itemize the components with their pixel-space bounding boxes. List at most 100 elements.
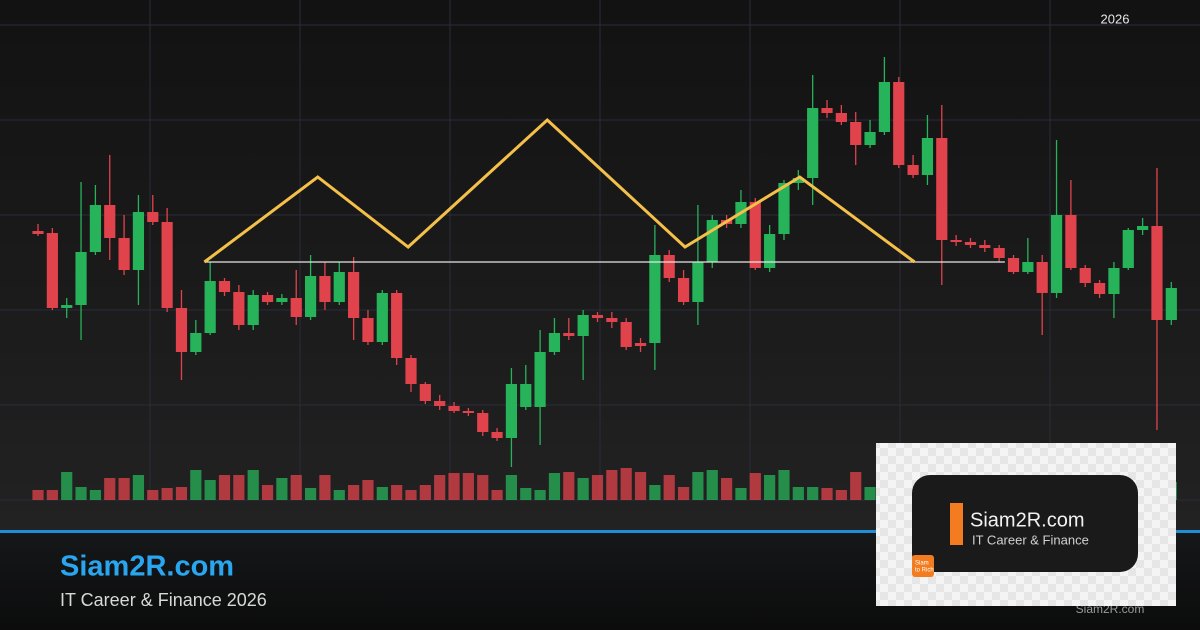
volume-bar (32, 490, 44, 500)
candle-body (864, 132, 876, 145)
volume-bar (864, 487, 876, 500)
volume-bar (376, 487, 388, 500)
volume-bar (405, 490, 417, 500)
volume-bar (663, 475, 675, 500)
candle-body (419, 384, 431, 401)
volume-bar (491, 490, 503, 500)
candle-body (448, 406, 460, 411)
candle-body (132, 212, 145, 270)
candle-body (706, 220, 718, 262)
candle-body (61, 305, 73, 308)
candle-body (979, 245, 991, 248)
candle-body (649, 255, 661, 343)
candle-body (161, 222, 173, 308)
candle-body (319, 276, 331, 302)
volume-bar (749, 473, 761, 500)
candle-body (1108, 268, 1120, 294)
volume-bar (61, 472, 73, 500)
candle-body (634, 343, 647, 346)
candle-body (907, 165, 919, 175)
candle-body (792, 178, 804, 183)
volume-bar (620, 468, 632, 500)
candle-body (434, 401, 446, 406)
candle-body (764, 234, 776, 268)
volume-bar (807, 487, 819, 500)
candle-body (1022, 262, 1034, 272)
candle-body (477, 413, 489, 432)
volume-bar (132, 475, 145, 500)
candle-body (290, 298, 302, 317)
grid (0, 0, 1200, 501)
candle-body (1036, 262, 1048, 293)
volume-bar (548, 473, 561, 500)
volume-bar (577, 478, 589, 500)
volume-bar (304, 488, 317, 500)
candle-body (362, 318, 374, 342)
pattern-line (203, 117, 916, 264)
candle-body (348, 272, 360, 318)
candle-body (850, 122, 862, 145)
volume-bar (276, 478, 288, 500)
volume-bar (204, 480, 216, 500)
candle-body (75, 252, 87, 305)
volume-bar (290, 475, 302, 500)
volume-bar (591, 475, 604, 500)
candle-body (276, 298, 288, 302)
candle-body (204, 281, 216, 333)
candle-body (1165, 288, 1177, 320)
volume-bar (477, 475, 489, 500)
candle-body (1050, 215, 1063, 293)
candle-body (1137, 226, 1149, 230)
volume-bar (534, 490, 546, 500)
badge-text: to Rich (915, 568, 934, 574)
candle-body (936, 138, 948, 240)
volume-bar (649, 485, 661, 500)
badge-text: Siam (915, 561, 929, 567)
volume-bar (161, 488, 173, 500)
volume-bar (448, 473, 460, 500)
candle-body (878, 82, 890, 132)
candle-body (261, 295, 274, 302)
candle-body (591, 315, 604, 318)
volume-bar (75, 487, 87, 500)
candle-body (1007, 258, 1020, 272)
year-label: 2026 (1101, 11, 1130, 26)
volume-bar (706, 470, 718, 500)
volume-bar (792, 487, 804, 500)
logo-subtitle: IT Career & Finance (972, 532, 1089, 547)
candle-body (32, 231, 44, 234)
candle-body (620, 322, 632, 347)
candle-body (505, 384, 518, 438)
volume-bar (778, 470, 790, 500)
candle-body (563, 333, 575, 336)
volume-bar (147, 490, 159, 500)
candle-body (304, 276, 317, 317)
volume-bar (520, 488, 532, 500)
candle-body (520, 384, 532, 407)
candle-body (921, 138, 934, 175)
candle-body (104, 205, 116, 238)
volume-bar (319, 475, 331, 500)
volume-bar (233, 475, 245, 500)
volume-bar (735, 488, 747, 500)
candle-body (118, 238, 130, 270)
volume-bar (348, 485, 360, 500)
candle-body (491, 432, 503, 438)
candle-body (692, 262, 704, 302)
volume-bar (634, 472, 647, 500)
candle-body (993, 248, 1005, 258)
volume-bar (764, 475, 776, 500)
candle-body (677, 278, 690, 302)
volume-bar (434, 475, 446, 500)
candle-body (1079, 268, 1091, 283)
candle-body (778, 183, 790, 234)
candle-body (807, 108, 819, 178)
candle-body (1065, 215, 1077, 268)
candle-body (1093, 283, 1106, 294)
candle-body (46, 233, 58, 308)
logo: Siam2R.com IT Career & Finance Siam to R… (876, 443, 1176, 606)
candle-body (405, 358, 417, 384)
footer-subtitle: IT Career & Finance 2026 (60, 590, 267, 610)
